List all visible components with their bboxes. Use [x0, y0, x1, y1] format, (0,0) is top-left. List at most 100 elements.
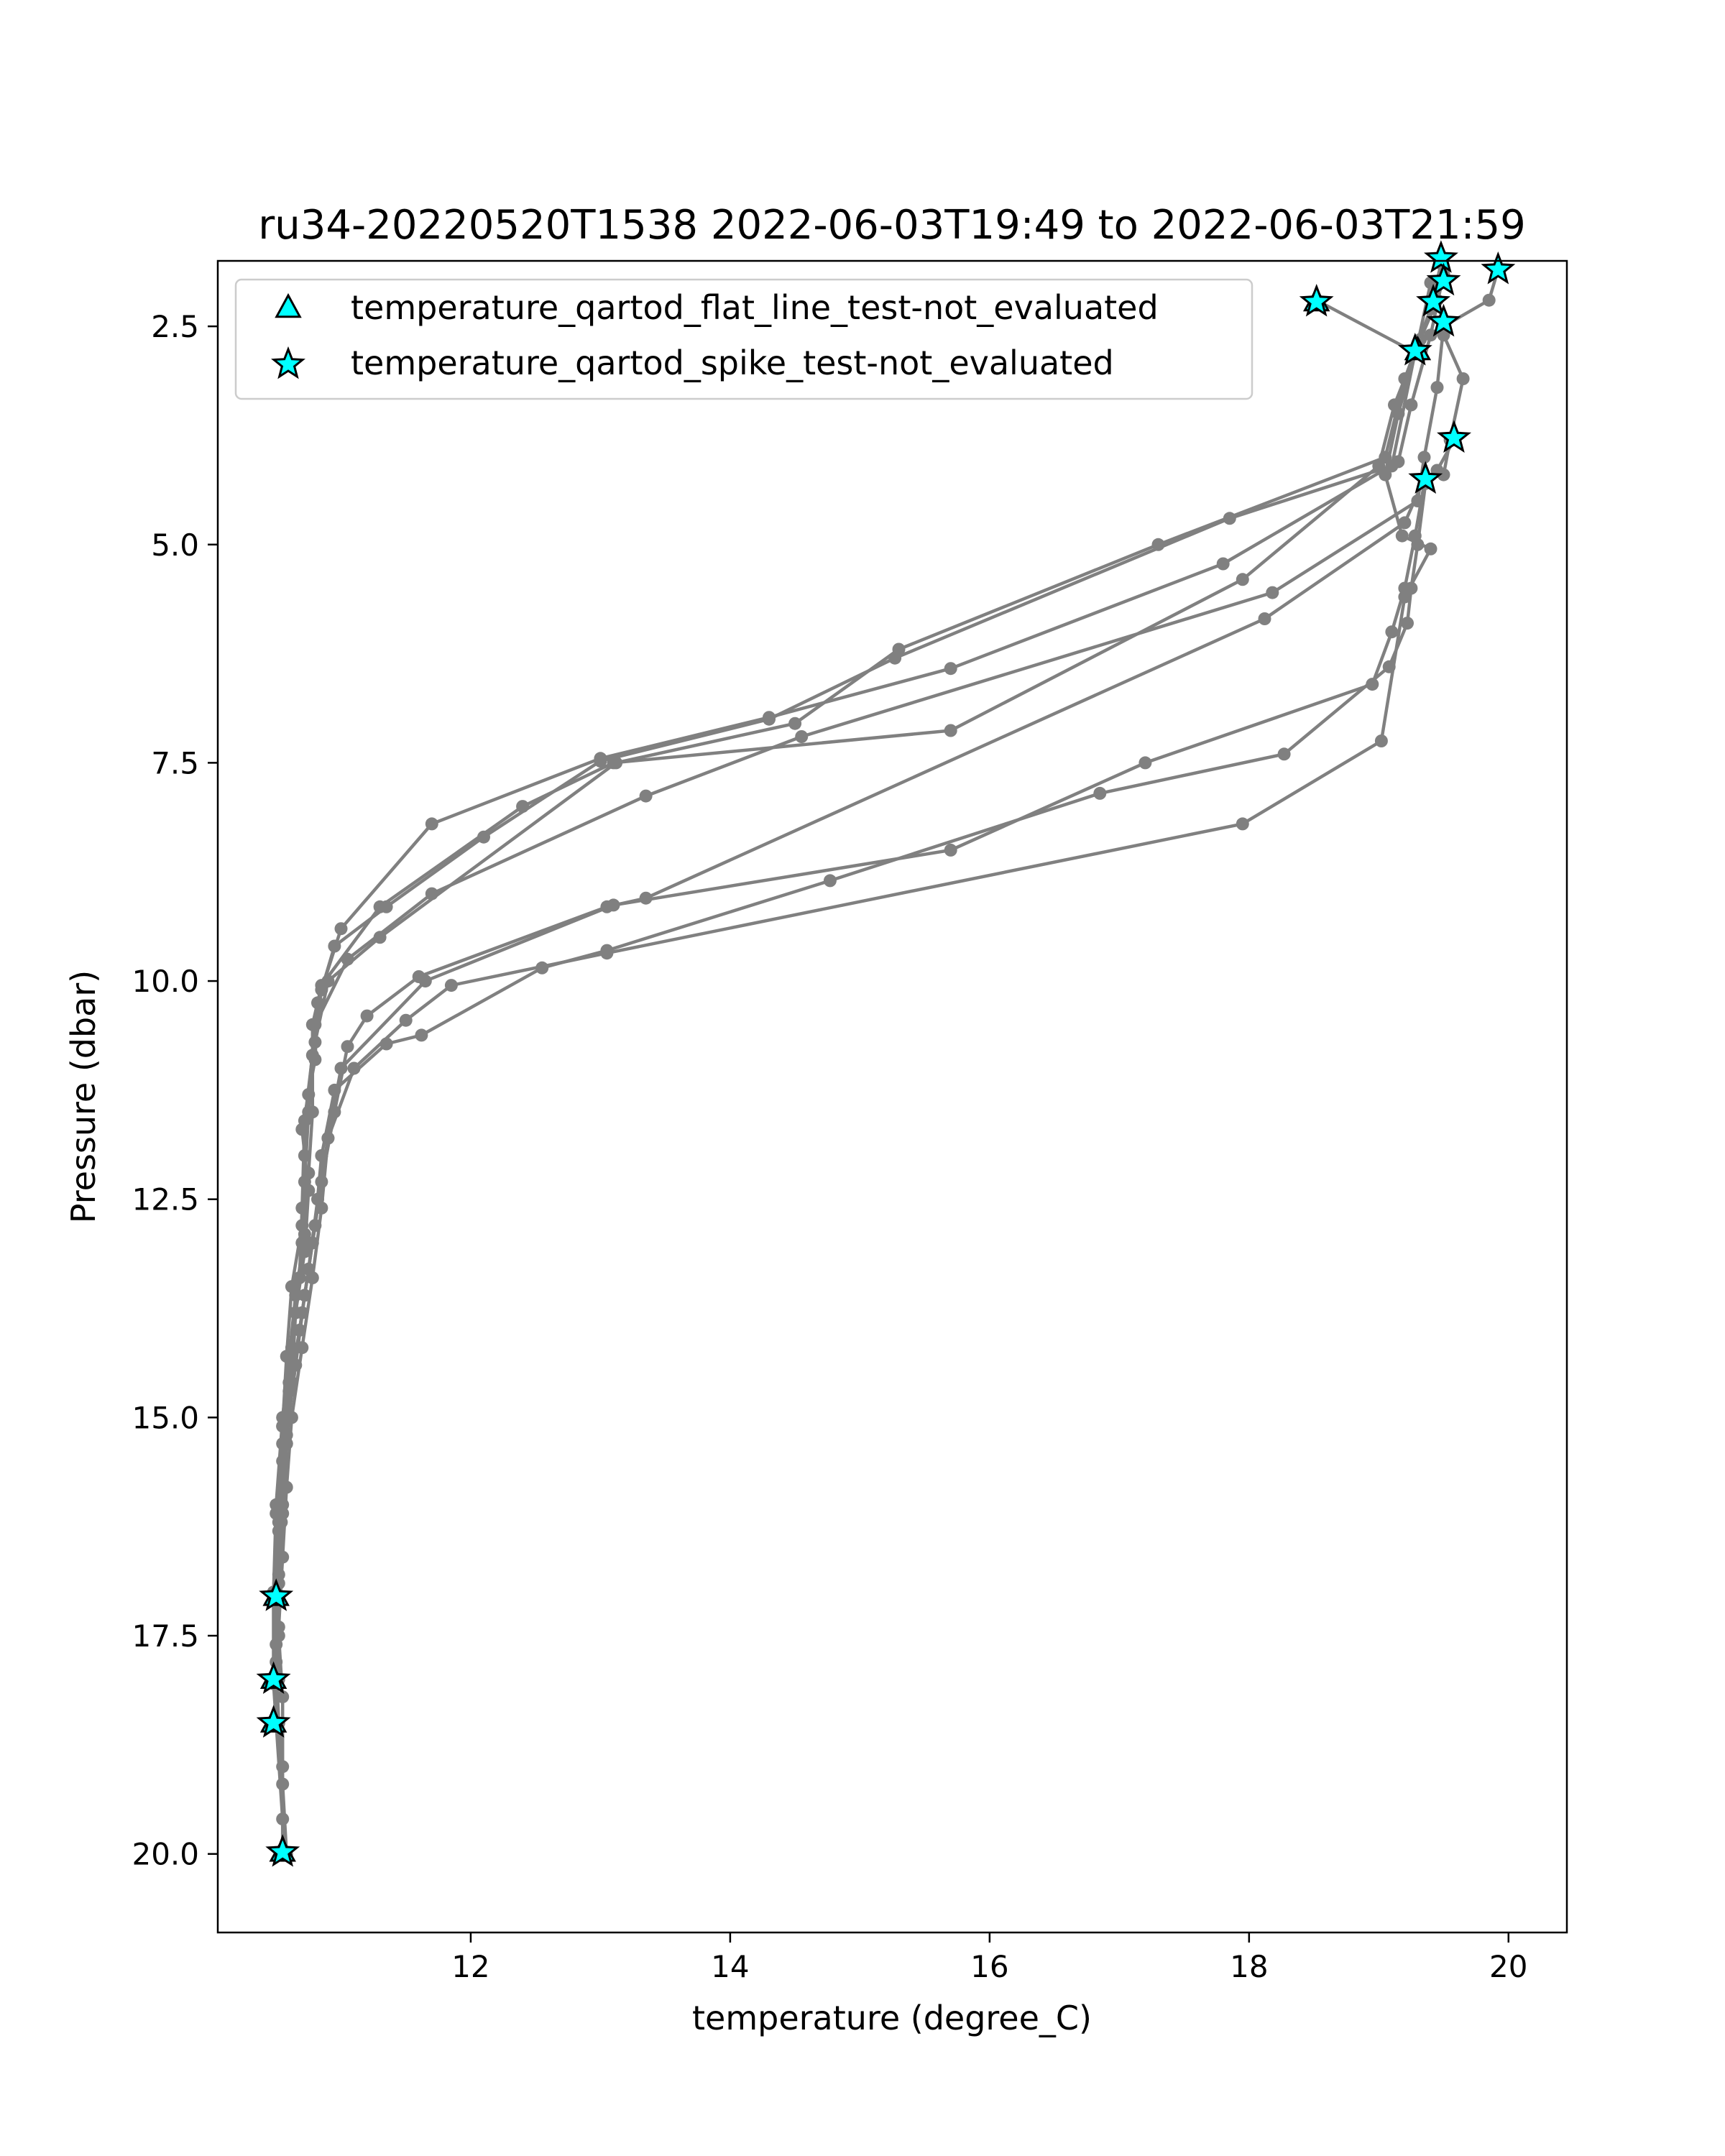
spike-marker [1426, 303, 1461, 337]
star-marker-icon [271, 346, 305, 379]
y-tick-label: 15.0 [132, 1400, 199, 1435]
profile-point [1401, 617, 1414, 630]
x-tick-label: 20 [1489, 1949, 1527, 1984]
profile-point [272, 1516, 285, 1529]
profile-point [1236, 817, 1249, 831]
profile-point [763, 711, 776, 724]
profile-point [788, 717, 802, 730]
legend-box [234, 278, 1254, 400]
profile-point [347, 1061, 361, 1075]
profile-point [1277, 747, 1291, 761]
profile-point [1482, 293, 1496, 307]
profile-point [1398, 590, 1412, 604]
y-tick-label: 5.0 [151, 528, 199, 563]
profile-point [444, 979, 458, 992]
y-tick-label: 7.5 [151, 745, 199, 780]
x-axis-ticks: 12 14 16 18 20 [451, 1932, 1528, 1984]
profile-point [1392, 407, 1405, 420]
profile-point [1216, 557, 1230, 571]
spike-marker [1426, 262, 1461, 296]
spike-marker [1397, 332, 1432, 366]
profile-point [305, 1271, 319, 1284]
profile-point [1417, 451, 1431, 464]
profile-point [1404, 398, 1418, 412]
profile-point [315, 1201, 328, 1215]
profile-point [276, 1760, 290, 1774]
y-axis-label: Pressure (dbar) [64, 970, 103, 1223]
profile-line-6 [277, 483, 1427, 1854]
profile-point [795, 730, 809, 743]
profile-point [1398, 516, 1412, 530]
profile-point [425, 817, 438, 831]
y-tick-label: 17.5 [132, 1618, 199, 1654]
profile-point [1379, 468, 1392, 482]
profile-point [280, 1480, 293, 1494]
profile-point [298, 1175, 311, 1189]
profile-point [276, 1690, 290, 1704]
spike-marker [265, 1834, 300, 1867]
spike-marker [256, 1705, 291, 1738]
profile-point [1392, 455, 1405, 469]
spike-marker [256, 1661, 291, 1695]
profile-point [1424, 328, 1438, 342]
x-tick-label: 18 [1230, 1949, 1268, 1984]
x-tick-label: 16 [970, 1949, 1008, 1984]
profile-point [341, 1040, 354, 1054]
spike-marker [1416, 283, 1451, 317]
profile-point [944, 724, 957, 737]
y-tick-label: 20.0 [132, 1837, 199, 1872]
profile-point [302, 1105, 316, 1119]
profile-point [516, 800, 530, 814]
marker-layer [256, 240, 1516, 1867]
profile-point [1424, 542, 1438, 556]
profile-point [334, 922, 348, 936]
profile-point [321, 1131, 335, 1145]
profile-point [610, 756, 623, 770]
profile-point [285, 1411, 298, 1424]
legend-star-marker-icon [271, 346, 305, 379]
profile-point [1258, 612, 1271, 625]
x-tick-label: 12 [451, 1949, 489, 1984]
profile-point [418, 975, 432, 988]
profile-point [1395, 529, 1409, 543]
spike-marker [1481, 251, 1516, 285]
y-tick-label: 2.5 [151, 309, 199, 344]
profile-point [1266, 586, 1279, 599]
legend: temperature_qartod_flat_line_test-not_ev… [234, 278, 1254, 400]
profile-point [272, 1620, 285, 1634]
profile-point [399, 1013, 413, 1027]
profile-point [607, 898, 620, 912]
profile-point [944, 662, 957, 676]
profile-point [1456, 372, 1470, 385]
profile-point [295, 1236, 309, 1250]
spike-marker [259, 1578, 294, 1611]
y-tick-label: 12.5 [132, 1182, 199, 1217]
profile-point [1374, 734, 1388, 747]
profile-point [285, 1280, 298, 1294]
profile-line-5 [274, 438, 1455, 1854]
profile-point [1430, 381, 1444, 395]
profile-point [1366, 678, 1379, 691]
profile-point [295, 1341, 309, 1355]
profile-point [1385, 625, 1399, 639]
profile-point [373, 931, 387, 944]
profile-point [373, 900, 387, 913]
profile-point [289, 1306, 303, 1319]
triangle-marker-icon [275, 292, 302, 318]
x-axis-label: temperature (degree_C) [692, 1999, 1092, 2037]
spike-marker [1299, 283, 1334, 317]
profile-point [328, 1083, 341, 1097]
profile-point [1151, 538, 1165, 551]
y-tick-label: 10.0 [132, 964, 199, 999]
legend-triangle-marker-icon [275, 292, 302, 318]
profile-point [944, 843, 957, 857]
spike-marker [1437, 420, 1472, 453]
profile-point [639, 789, 653, 803]
profile-point [823, 874, 837, 888]
profile-point [360, 1009, 374, 1023]
profile-point [600, 946, 614, 960]
profile-point [334, 1061, 348, 1075]
spike-marker [1408, 461, 1443, 494]
plot-frame [216, 259, 1568, 1934]
